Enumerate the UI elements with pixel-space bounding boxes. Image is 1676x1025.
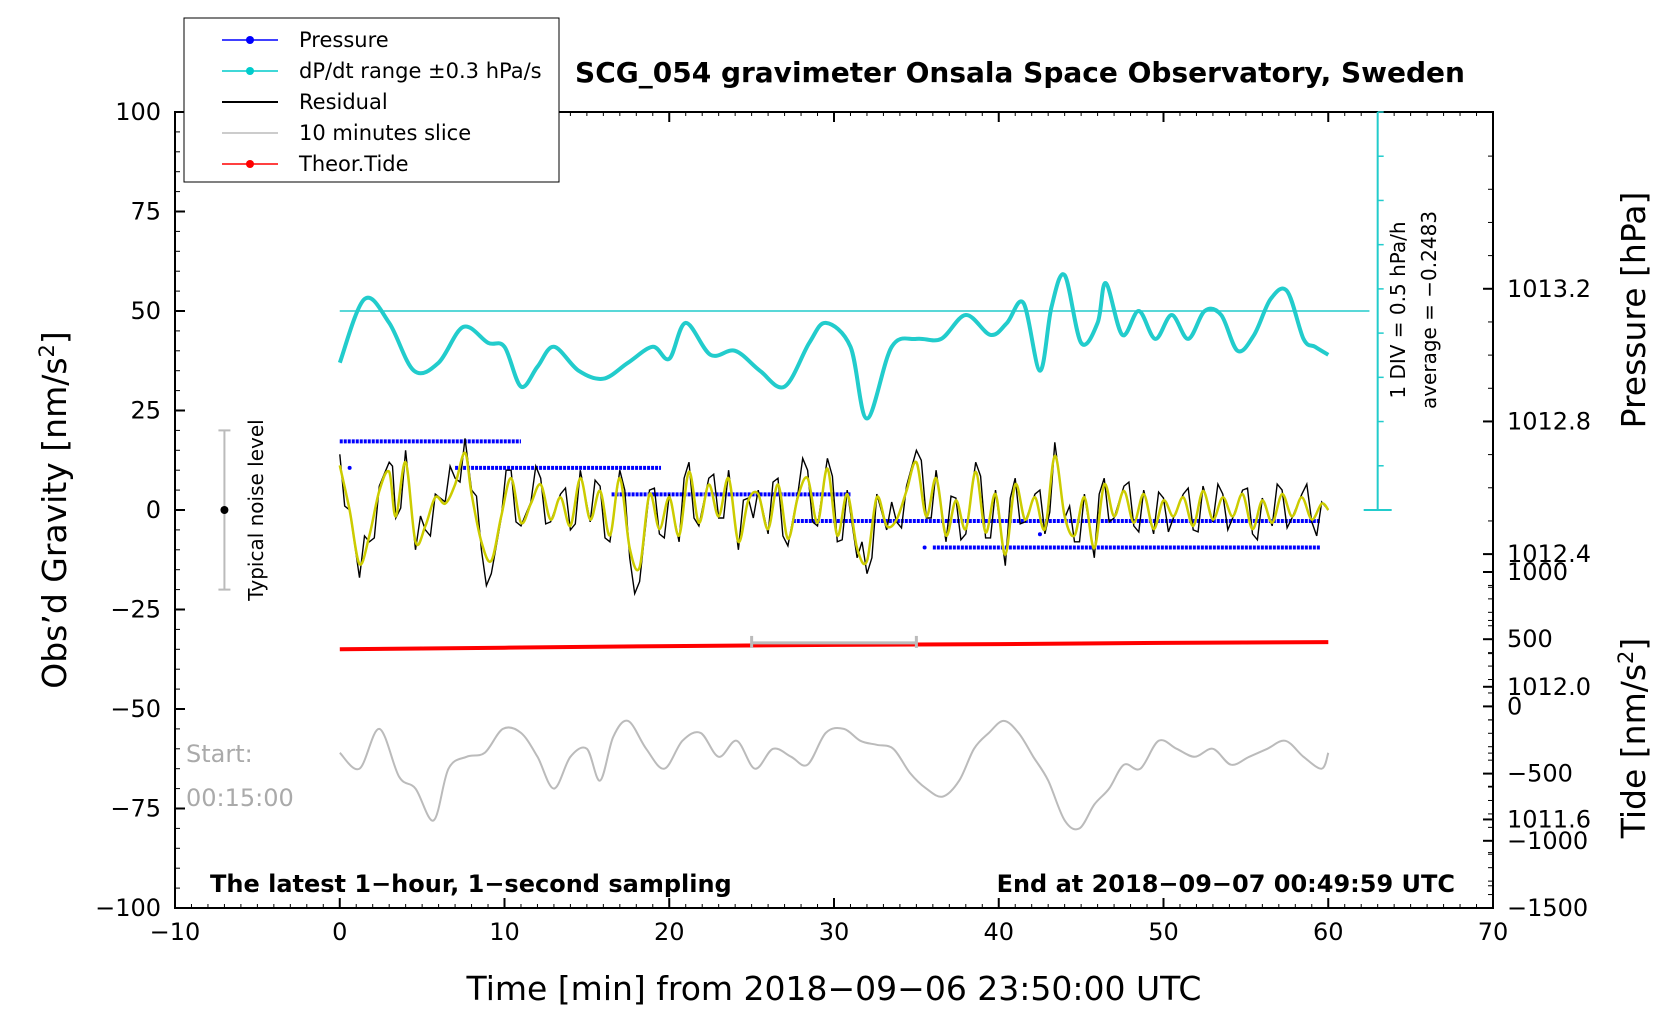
y-tick-label: −100 (95, 894, 161, 922)
noise-label: Typical noise level (244, 419, 268, 601)
legend-label: Theor.Tide (298, 152, 409, 176)
y-axis-left-title-sup: 2 (35, 344, 59, 357)
tide-tick-label: 1000 (1507, 558, 1568, 586)
noise-bar-center (220, 506, 229, 514)
tide-tick-label: 0 (1507, 692, 1522, 720)
legend: Pressure dP/dt range ±0.3 hPa/s Residual 10… (183, 17, 560, 183)
legend-marker (246, 36, 254, 44)
x-axis-title: Time [min] from 2018−09−06 23:50:00 UTC (466, 969, 1202, 1008)
x-tick-label: −10 (150, 918, 201, 946)
y-axis-right: 1013.2 1012.8 1012.4 1012.0 1011.6 1000 500 0 −5… (1483, 155, 1591, 922)
x-tick-label: 0 (332, 918, 347, 946)
y-tick-label: −25 (110, 596, 161, 624)
tide-axis-title-end: ] (1614, 638, 1653, 651)
legend-label: Residual (299, 90, 388, 114)
sampling-note: The latest 1−hour, 1−second sampling (210, 870, 732, 898)
tide-tick-label: −1000 (1507, 827, 1588, 855)
end-time-note: End at 2018−09−07 00:49:59 UTC (997, 870, 1455, 898)
y-tick-label: −75 (110, 795, 161, 823)
tide-axis-title-sup: 2 (1614, 651, 1638, 664)
y-axis-left-title-main: Obs’d Gravity (35, 462, 74, 689)
tide-axis-title: Tide [nm/s2] (1614, 638, 1653, 840)
x-tick-label: 20 (654, 918, 685, 946)
y-axis-left-title-unit: [nm/s (35, 357, 74, 451)
x-tick-label: 30 (819, 918, 850, 946)
average-label: average = −0.2483 (1417, 211, 1441, 409)
tide-axis-title-unit: [nm/s (1614, 664, 1653, 758)
legend-label: Pressure (299, 28, 389, 52)
pressure-tick-label: 1012.0 (1507, 673, 1591, 701)
pressure-tick-label: 1012.8 (1507, 407, 1591, 435)
pressure-point (1037, 532, 1042, 537)
y-axis-left-title: Obs’d Gravity [nm/s2] (35, 331, 74, 689)
x-tick-label: 40 (983, 918, 1014, 946)
legend-box (183, 17, 560, 183)
pressure-tick-label: 1011.6 (1507, 805, 1591, 833)
chart-title: SCG_054 gravimeter Onsala Space Observat… (575, 56, 1465, 89)
x-tick-label: 10 (489, 918, 520, 946)
y-axis-left: 100 75 50 25 0 −25 −50 −75 −100 (95, 98, 185, 922)
y-axis-left-title-end: ] (35, 331, 74, 344)
residual-smooth-line (338, 451, 1330, 572)
pressure-point (347, 465, 352, 470)
tide-tick-label: 500 (1507, 625, 1553, 653)
y-tick-label: −50 (110, 695, 161, 723)
y-tick-label: 100 (115, 98, 161, 126)
scale-bar-label: 1 DIV = 0.5 hPa/h (1386, 221, 1410, 398)
tide-tick-label: −500 (1507, 760, 1573, 788)
tide-axis-title-main: Tide (1614, 769, 1653, 840)
y-tick-label: 50 (130, 297, 161, 325)
pressure-tick-label: 1013.2 (1507, 275, 1591, 303)
x-tick-label: 50 (1148, 918, 1179, 946)
pressure-tick-label: 1012.4 (1507, 540, 1591, 568)
legend-label: dP/dt range ±0.3 hPa/s (299, 59, 542, 83)
y-tick-label: 75 (130, 198, 161, 226)
pressure-axis-title: Pressure [hPa] (1614, 192, 1653, 429)
tide-tick-label: −1500 (1507, 894, 1588, 922)
tide-line (339, 640, 1329, 652)
y-tick-label: 25 (130, 397, 161, 425)
series-layer (337, 272, 1370, 831)
y-tick-label: 0 (146, 496, 161, 524)
pressure-point (922, 545, 927, 550)
x-tick-label: 70 (1478, 918, 1509, 946)
start-time: 00:15:00 (186, 784, 294, 812)
legend-marker (246, 67, 254, 75)
dpdt-line (337, 272, 1330, 421)
x-axis: −10 0 10 20 30 40 50 60 70 (150, 112, 1509, 946)
slice-line (339, 719, 1330, 831)
legend-marker (246, 160, 254, 168)
x-tick-label: 60 (1313, 918, 1344, 946)
start-label: Start: (186, 740, 253, 768)
annotation-layer (218, 111, 1392, 648)
legend-label: 10 minutes slice (299, 121, 471, 145)
